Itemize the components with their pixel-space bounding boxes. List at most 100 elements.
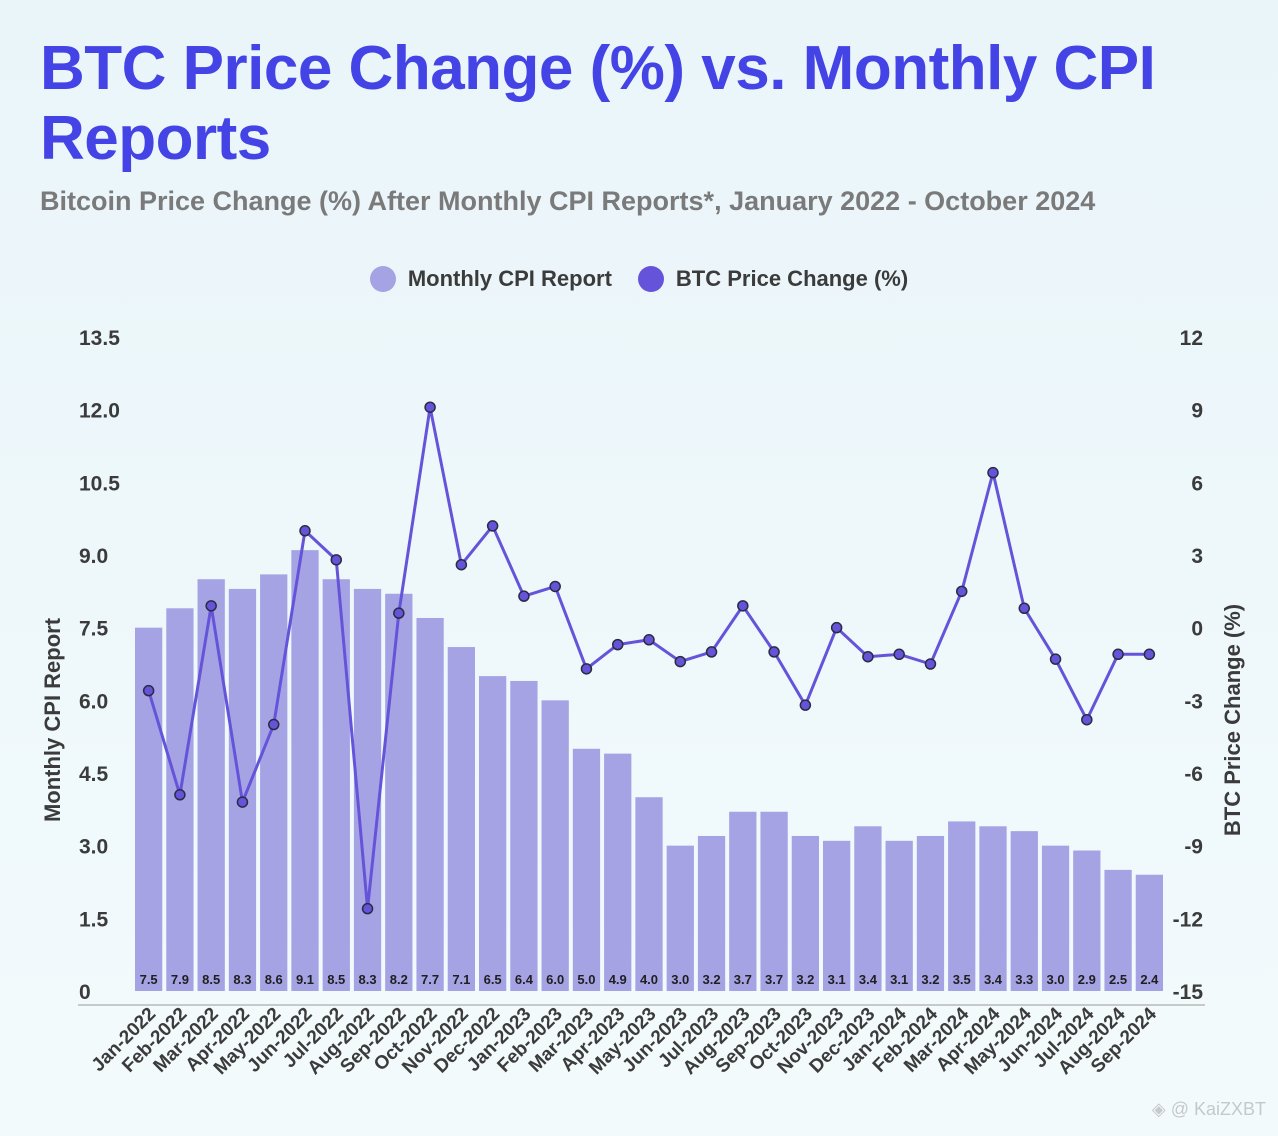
bar bbox=[885, 840, 913, 991]
btc-data-point bbox=[486, 520, 499, 532]
bar-data-label: 8.5 bbox=[327, 972, 345, 987]
bar-data-label: 3.7 bbox=[765, 972, 783, 987]
bar-data-label: 5.0 bbox=[577, 972, 595, 987]
btc-data-point bbox=[674, 655, 687, 668]
bar-data-label: 3.4 bbox=[859, 972, 878, 987]
btc-data-point bbox=[549, 580, 561, 593]
btc-data-point bbox=[643, 634, 655, 646]
bar bbox=[1041, 845, 1070, 991]
bar-data-label: 2.9 bbox=[1078, 972, 1096, 987]
bar-data-label: 8.2 bbox=[390, 972, 408, 987]
bar bbox=[135, 627, 163, 991]
y-axis-left-label: Monthly CPI Report bbox=[40, 617, 65, 822]
bar bbox=[228, 588, 257, 991]
btc-data-point bbox=[1112, 648, 1124, 661]
bar-data-label: 3.4 bbox=[984, 972, 1003, 987]
legend-item-btc[interactable]: BTC Price Change (%) bbox=[637, 266, 909, 292]
btc-data-point bbox=[611, 638, 624, 651]
chart-subtitle: Bitcoin Price Change (%) After Monthly C… bbox=[40, 186, 1096, 216]
bar bbox=[447, 647, 475, 991]
bar-data-label: 2.5 bbox=[1109, 972, 1127, 987]
y-left-tick-label: 0 bbox=[79, 981, 91, 1004]
bar-data-label: 3.3 bbox=[1015, 972, 1033, 987]
bar bbox=[729, 811, 757, 991]
legend: Monthly CPI Report BTC Price Change (%) bbox=[0, 266, 1278, 292]
y-right-tick-label: -6 bbox=[1184, 763, 1203, 786]
y-left-tick-label: 10.5 bbox=[79, 472, 120, 495]
y-left-tick-label: 7.5 bbox=[79, 618, 109, 641]
btc-data-point bbox=[236, 796, 249, 808]
btc-data-point bbox=[799, 699, 812, 711]
btc-data-point bbox=[455, 558, 468, 571]
bar-data-label: 3.2 bbox=[703, 972, 721, 987]
bar bbox=[385, 593, 413, 991]
btc-data-point bbox=[893, 648, 905, 661]
y-right-tick-label: -3 bbox=[1184, 690, 1203, 713]
bar bbox=[541, 700, 569, 991]
bar-data-label: 3.1 bbox=[828, 972, 846, 987]
watermark: ◈ @ KaiZXBT bbox=[1152, 1099, 1266, 1120]
bar-data-label: 6.0 bbox=[546, 972, 564, 987]
y-left-tick-label: 13.5 bbox=[79, 327, 120, 350]
bar bbox=[291, 550, 319, 991]
bar bbox=[1135, 874, 1163, 991]
bar-data-label: 3.5 bbox=[953, 972, 971, 987]
btc-data-point bbox=[705, 646, 718, 658]
y-right-tick-label: 12 bbox=[1180, 327, 1203, 350]
y-right-tick-label: 3 bbox=[1191, 545, 1203, 568]
btc-data-point bbox=[924, 658, 937, 670]
bar bbox=[854, 826, 882, 991]
bar-data-label: 8.3 bbox=[233, 972, 251, 987]
bar bbox=[979, 826, 1007, 991]
bar bbox=[1073, 850, 1101, 991]
bar bbox=[260, 574, 288, 991]
y-right-tick-label: -15 bbox=[1173, 981, 1204, 1004]
legend-label-btc: BTC Price Change (%) bbox=[675, 266, 909, 291]
bar-data-label: 9.1 bbox=[296, 972, 314, 987]
watermark-logo-icon: ◈ bbox=[1151, 1099, 1171, 1119]
bar-data-label: 3.7 bbox=[734, 972, 752, 987]
bar-data-label: 4.9 bbox=[609, 972, 627, 987]
axes: 0 1.5 3.0 4.5 6.0 7.5 9.0 10.5 12.0 13.5 -15 -12 -9 -… bbox=[78, 327, 1205, 1006]
bar-data-label: 3.0 bbox=[1047, 972, 1065, 987]
btc-data-point bbox=[267, 718, 280, 731]
bar-data-label: 7.1 bbox=[452, 972, 470, 987]
chart-title: BTC Price Change (%) vs. Monthly CPI Rep… bbox=[40, 34, 1156, 173]
legend-label-cpi: Monthly CPI Report bbox=[407, 266, 612, 291]
bar-data-label: 6.5 bbox=[484, 972, 502, 987]
bar bbox=[510, 680, 538, 991]
bar bbox=[823, 840, 851, 991]
btc-data-point bbox=[1049, 653, 1062, 665]
y-right-tick-label: -9 bbox=[1184, 836, 1203, 859]
y-left-tick-label: 9.0 bbox=[79, 545, 108, 568]
y-left-tick-label: 4.5 bbox=[79, 763, 109, 786]
bar bbox=[697, 835, 726, 991]
bar bbox=[416, 617, 444, 991]
y-left-tick-label: 1.5 bbox=[79, 908, 109, 931]
combo-chart: 7.5 7.9 8.5 8.3 8.6 9.1 8.5 8.3 8.2 7.7 7.1 6.5 6.4 6… bbox=[40, 327, 1245, 1079]
y-right-tick-label: 0 bbox=[1191, 618, 1203, 641]
bar bbox=[666, 845, 694, 991]
legend-item-cpi[interactable]: Monthly CPI Report bbox=[369, 266, 612, 292]
btc-data-point bbox=[1081, 713, 1093, 726]
bar bbox=[572, 748, 601, 991]
bar-data-label: 7.9 bbox=[171, 972, 189, 987]
line-series-btc bbox=[142, 401, 1156, 915]
y-right-tick-label: 9 bbox=[1191, 400, 1203, 423]
btc-data-point bbox=[987, 466, 999, 479]
y-right-tick-label: -12 bbox=[1173, 908, 1203, 931]
btc-data-point bbox=[1018, 602, 1031, 615]
btc-data-point bbox=[424, 401, 436, 413]
bar-data-label: 3.1 bbox=[890, 972, 908, 987]
y-axis-right-label: BTC Price Change (%) bbox=[1220, 604, 1245, 836]
bar-data-labels: 7.5 7.9 8.5 8.3 8.6 9.1 8.5 8.3 8.2 7.7 7.1 6.5 6.4 6… bbox=[140, 972, 1160, 987]
btc-data-point bbox=[330, 554, 343, 566]
y-left-tick-label: 12.0 bbox=[79, 400, 120, 423]
bar bbox=[1104, 869, 1132, 991]
bar-data-label: 3.2 bbox=[796, 972, 814, 987]
bar bbox=[197, 579, 225, 991]
btc-data-point bbox=[580, 663, 593, 675]
bar-data-label: 8.6 bbox=[265, 972, 283, 987]
bar-data-label: 2.4 bbox=[1140, 972, 1159, 987]
bar-data-label: 4.0 bbox=[640, 972, 658, 987]
